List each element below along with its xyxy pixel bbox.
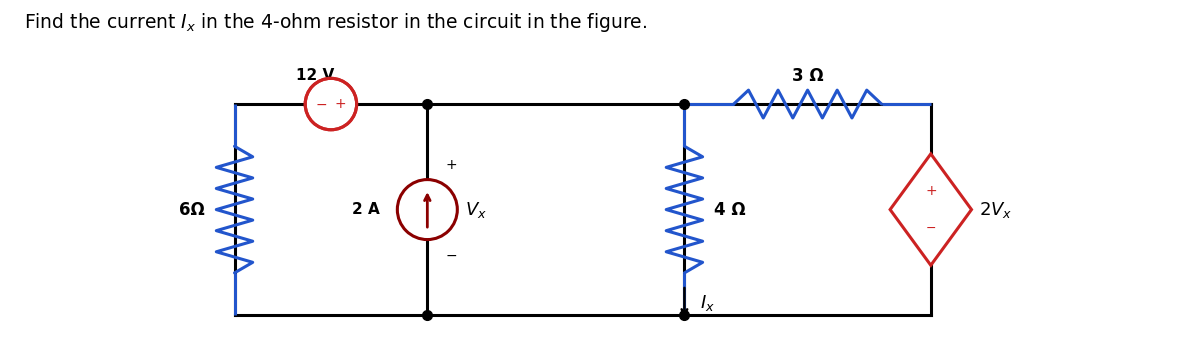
Text: 3 Ω: 3 Ω — [792, 67, 823, 85]
Text: $V_x$: $V_x$ — [464, 199, 487, 219]
Text: $+$: $+$ — [925, 184, 937, 198]
Text: $-$: $-$ — [445, 248, 457, 262]
Circle shape — [397, 180, 457, 240]
Text: $-$: $-$ — [316, 97, 328, 111]
Text: $I_x$: $I_x$ — [701, 293, 715, 313]
Text: 2 A: 2 A — [353, 202, 380, 217]
Text: $-$: $-$ — [925, 221, 936, 234]
Text: 12 V: 12 V — [295, 68, 334, 83]
Polygon shape — [890, 154, 972, 265]
Text: $+$: $+$ — [445, 158, 457, 171]
Text: 6Ω: 6Ω — [179, 200, 204, 219]
Text: 4 Ω: 4 Ω — [714, 200, 746, 219]
Text: Find the current $I_x$ in the 4-ohm resistor in the circuit in the figure.: Find the current $I_x$ in the 4-ohm resi… — [24, 11, 647, 34]
Circle shape — [306, 79, 355, 129]
Text: $+$: $+$ — [335, 97, 347, 111]
Text: $2V_x$: $2V_x$ — [979, 199, 1013, 219]
